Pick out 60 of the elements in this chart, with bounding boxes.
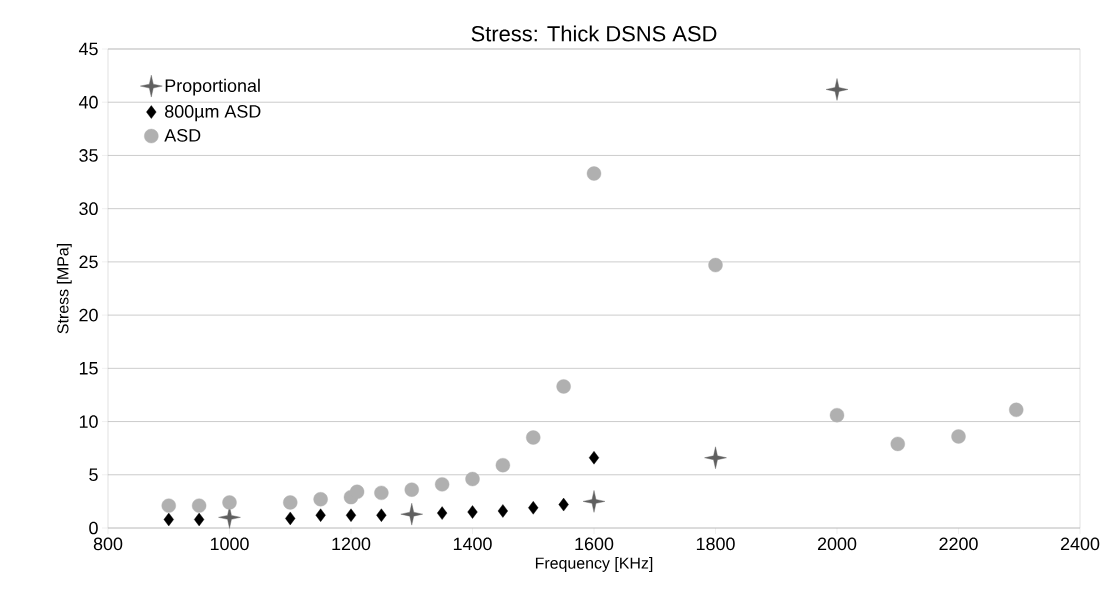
point — [374, 485, 389, 501]
y-axis-title: Stress [MPa] — [56, 244, 72, 334]
point — [495, 458, 511, 473]
x-tick-label: 2200 — [939, 537, 978, 551]
x-tick-label: 1600 — [575, 537, 614, 551]
legend-label: 800µm ASD — [165, 105, 261, 122]
point — [222, 495, 237, 510]
point — [345, 508, 357, 522]
x-tick-label: 1800 — [696, 537, 735, 551]
y-tick-label: 0 — [89, 521, 98, 535]
y-tick-label: 30 — [79, 202, 98, 216]
point — [582, 490, 606, 513]
point — [161, 498, 176, 513]
x-tick-label: 1400 — [453, 537, 492, 551]
point — [586, 166, 602, 181]
point — [825, 78, 849, 101]
x-tick-label: 1200 — [332, 537, 371, 551]
point — [558, 497, 569, 512]
point — [526, 430, 541, 445]
point — [285, 511, 296, 526]
point — [465, 471, 480, 487]
point — [283, 495, 298, 510]
y-tick-label: 10 — [79, 415, 98, 428]
legend-label: ASD — [164, 129, 201, 142]
point — [951, 429, 966, 444]
y-tick-label: 20 — [79, 308, 98, 322]
point — [467, 505, 478, 519]
chart-title: Stress: Thick DSNS ASD — [471, 25, 717, 42]
point — [315, 508, 326, 522]
point — [376, 508, 387, 522]
point — [404, 482, 419, 497]
x-axis-title: Frequency [KHz] — [535, 557, 653, 572]
point — [708, 257, 723, 273]
point — [194, 512, 205, 527]
point — [1009, 402, 1024, 418]
point — [497, 504, 508, 518]
x-tick-label: 1000 — [210, 537, 249, 551]
y-tick-label: 35 — [79, 149, 98, 162]
y-tick-label: 15 — [79, 362, 98, 375]
point — [349, 484, 365, 499]
legend-label: Proportional — [165, 78, 260, 96]
point — [556, 379, 571, 394]
point — [588, 451, 600, 465]
point — [528, 501, 539, 515]
point — [163, 512, 174, 527]
point — [829, 408, 845, 423]
point — [434, 477, 450, 492]
point — [437, 506, 448, 520]
point — [400, 503, 423, 526]
point — [704, 446, 727, 469]
point — [313, 492, 328, 507]
point — [890, 436, 905, 452]
x-tick-label: 2400 — [1060, 537, 1100, 551]
y-tick-label: 45 — [78, 42, 98, 56]
y-tick-label: 40 — [78, 95, 98, 109]
x-tick-label: 2000 — [817, 537, 857, 551]
y-tick-label: 5 — [89, 468, 98, 482]
x-tick-label: 800 — [93, 537, 123, 551]
point — [191, 498, 207, 513]
y-tick-label: 25 — [79, 255, 98, 269]
